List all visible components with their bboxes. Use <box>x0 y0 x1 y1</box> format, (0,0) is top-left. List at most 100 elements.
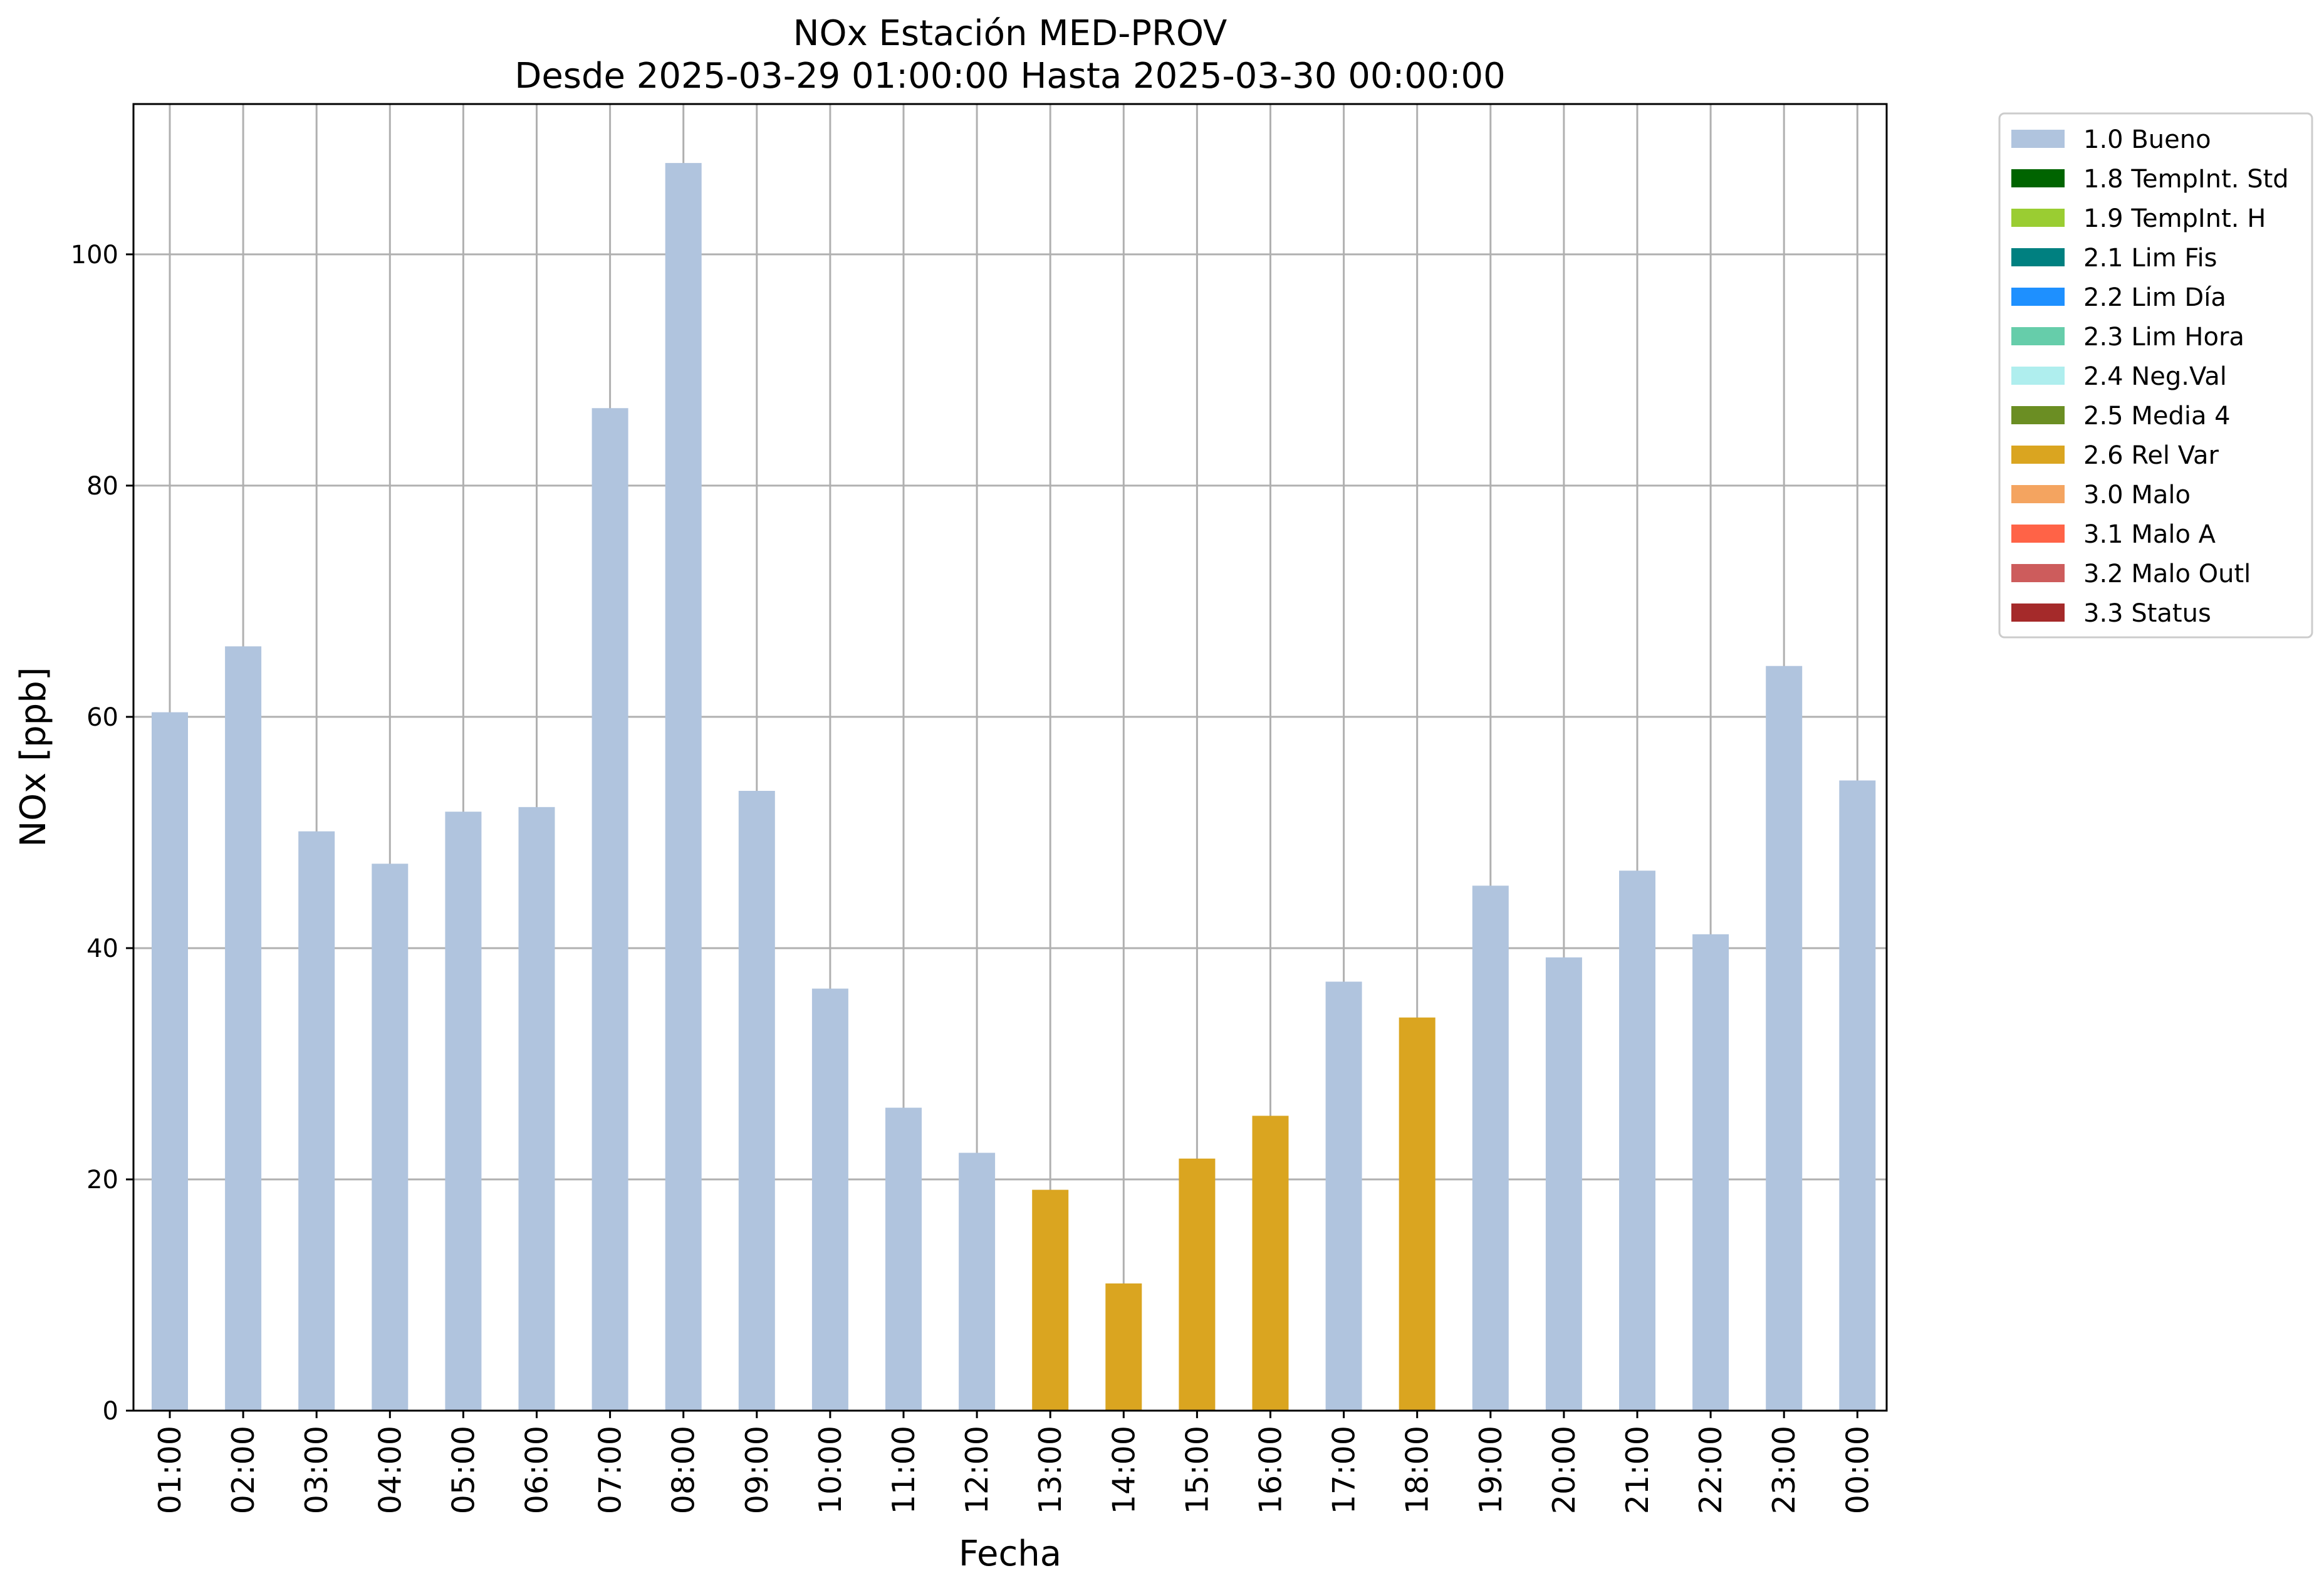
x-tick-label: 14:00 <box>1106 1426 1142 1514</box>
bar <box>959 1152 996 1411</box>
legend-box <box>1998 112 2313 639</box>
legend-item: 1.9 TempInt. H <box>2011 204 2266 233</box>
legend-label: 1.9 TempInt. H <box>2083 204 2266 233</box>
legend-label: 3.3 Status <box>2083 599 2211 628</box>
legend-label: 3.2 Malo Outl <box>2083 560 2251 588</box>
bar <box>1472 885 1509 1411</box>
legend-item: 2.5 Media 4 <box>2011 402 2231 431</box>
x-tick-label: 15:00 <box>1179 1426 1215 1514</box>
x-tick-label: 17:00 <box>1326 1426 1362 1514</box>
x-tick-label: 03:00 <box>299 1426 335 1514</box>
legend-label: 2.4 Neg.Val <box>2083 362 2227 391</box>
legend-swatch <box>2011 327 2065 345</box>
bar <box>1179 1158 1216 1411</box>
legend-label: 2.2 Lim Día <box>2083 283 2226 312</box>
bar <box>518 807 555 1411</box>
legend-item: 3.0 Malo <box>2011 481 2191 509</box>
chart-subtitle: Desde 2025-03-29 01:00:00 Hasta 2025-03-… <box>514 56 1506 97</box>
bar <box>445 812 482 1411</box>
bar <box>1839 780 1876 1411</box>
x-tick-label: 23:00 <box>1766 1426 1802 1514</box>
bar <box>1399 1017 1436 1411</box>
bars-layer <box>152 163 1876 1411</box>
legend-swatch <box>2011 406 2065 424</box>
legend-label: 1.8 TempInt. Std <box>2083 165 2289 194</box>
x-tick-label: 21:00 <box>1620 1426 1655 1514</box>
legend-label: 2.1 Lim Fis <box>2083 244 2217 273</box>
bar <box>1252 1115 1289 1411</box>
legend-item: 3.3 Status <box>2011 599 2211 628</box>
bar <box>1032 1189 1069 1411</box>
bar <box>1766 666 1803 1411</box>
bar <box>225 646 262 1411</box>
legend-swatch <box>2011 248 2065 266</box>
x-tick-label: 06:00 <box>519 1426 555 1514</box>
legend-item: 2.2 Lim Día <box>2011 283 2226 312</box>
bar <box>1105 1283 1142 1411</box>
x-ticks: 01:00 02:00 03:00 04:00 05:00 06:00 07:00 08:00… <box>152 1411 1875 1514</box>
y-tick-label: 0 <box>103 1397 118 1426</box>
legend: 1.0 Bueno 1.8 TempInt. Std 1.9 TempInt. H 2… <box>1998 112 2313 639</box>
x-tick-label: 04:00 <box>372 1426 408 1514</box>
legend-swatch <box>2011 130 2065 148</box>
x-tick-label: 01:00 <box>152 1426 188 1514</box>
bar <box>1619 870 1655 1411</box>
y-tick-label: 100 <box>71 241 118 269</box>
bar <box>1692 934 1729 1411</box>
legend-swatch <box>2011 485 2065 503</box>
bar <box>811 988 848 1411</box>
legend-item: 1.0 Bueno <box>2011 125 2211 154</box>
x-tick-label: 09:00 <box>739 1426 775 1514</box>
legend-label: 2.3 Lim Hora <box>2083 323 2244 352</box>
legend-item: 3.1 Malo A <box>2011 520 2216 549</box>
x-tick-label: 10:00 <box>813 1426 848 1514</box>
legend-item: 3.2 Malo Outl <box>2011 560 2251 588</box>
legend-swatch <box>2011 603 2065 622</box>
y-tick-label: 20 <box>86 1166 118 1194</box>
x-tick-label: 05:00 <box>446 1426 481 1514</box>
y-ticks: 0 20 40 60 80 100 <box>71 241 133 1426</box>
x-tick-label: 11:00 <box>886 1426 922 1514</box>
x-axis-label: Fecha <box>959 1533 1061 1574</box>
legend-swatch <box>2011 209 2065 227</box>
bar <box>372 864 409 1411</box>
legend-label: 2.6 Rel Var <box>2083 441 2219 470</box>
legend-item: 1.8 TempInt. Std <box>2011 165 2289 194</box>
bar <box>591 408 628 1411</box>
x-tick-label: 16:00 <box>1253 1426 1289 1514</box>
legend-swatch <box>2011 169 2065 187</box>
legend-label: 3.1 Malo A <box>2083 520 2216 549</box>
x-tick-label: 08:00 <box>666 1426 702 1514</box>
legend-item: 2.6 Rel Var <box>2011 441 2219 470</box>
legend-item: 2.4 Neg.Val <box>2011 362 2227 391</box>
x-tick-label: 02:00 <box>226 1426 261 1514</box>
legend-swatch <box>2011 367 2065 385</box>
legend-swatch <box>2011 446 2065 464</box>
x-tick-label: 07:00 <box>593 1426 628 1514</box>
y-tick-label: 80 <box>86 472 118 501</box>
legend-swatch <box>2011 288 2065 306</box>
legend-label: 1.0 Bueno <box>2083 125 2211 154</box>
legend-swatch <box>2011 525 2065 543</box>
x-tick-label: 13:00 <box>1033 1426 1068 1514</box>
bar <box>152 712 188 1411</box>
bar <box>885 1107 922 1411</box>
x-tick-label: 00:00 <box>1840 1426 1875 1514</box>
y-tick-label: 60 <box>86 703 118 732</box>
bar <box>298 831 335 1411</box>
legend-item: 2.3 Lim Hora <box>2011 323 2244 352</box>
x-tick-label: 22:00 <box>1693 1426 1729 1514</box>
plot-frame <box>132 103 1888 1412</box>
legend-item: 2.1 Lim Fis <box>2011 244 2217 273</box>
legend-label: 3.0 Malo <box>2083 481 2191 509</box>
x-tick-label: 18:00 <box>1400 1426 1436 1514</box>
y-axis-label: NOx [ppb] <box>13 667 54 847</box>
x-tick-label: 19:00 <box>1473 1426 1509 1514</box>
bar <box>665 163 702 1411</box>
legend-swatch <box>2011 564 2065 582</box>
bar <box>738 791 775 1411</box>
y-tick-label: 40 <box>86 934 118 963</box>
bar <box>1545 957 1582 1411</box>
legend-label: 2.5 Media 4 <box>2083 402 2231 431</box>
